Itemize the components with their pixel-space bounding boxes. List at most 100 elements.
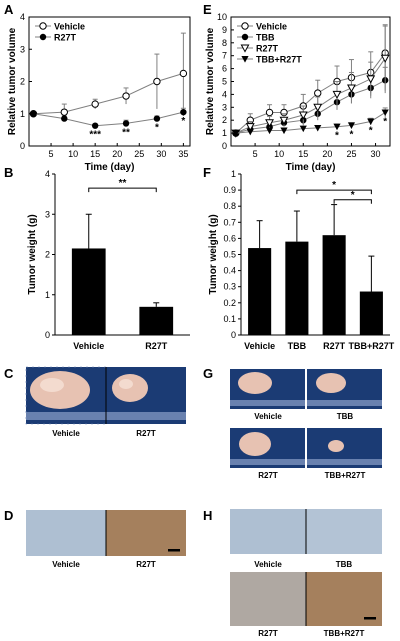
- chart-e-ytick-label: 10: [217, 12, 227, 22]
- chart-e-ytick-label: 5: [222, 77, 227, 87]
- chart-a-significance-star: *: [155, 123, 159, 134]
- ihc-h-r27t: [230, 572, 306, 626]
- chart-e-data-point: [299, 125, 307, 133]
- tumor-c-r27t-highlight: [119, 379, 133, 389]
- chart-b-ytick-label: 2: [45, 250, 50, 260]
- chart-e-legend-marker: [241, 22, 249, 30]
- chart-a-legend-label: R27T: [54, 33, 77, 43]
- chart-a-legend-marker: [39, 33, 47, 41]
- ihc-d-r27t: [106, 510, 186, 556]
- chart-e-xtick-label: 10: [274, 149, 284, 159]
- chart-a-xtick-label: 20: [112, 149, 122, 159]
- chart-e-legend-label: R27T: [256, 44, 279, 54]
- chart-a-data-point: [122, 92, 130, 100]
- chart-b-category-label: R27T: [145, 341, 168, 351]
- ruler-g-combo: [307, 459, 382, 465]
- ruler-g-r27t: [230, 459, 305, 465]
- chart-b-ytick-label: 3: [45, 209, 50, 219]
- chart-e-ytick-label: 8: [222, 38, 227, 48]
- ihc-panel-h: Vehicle TBB R27T TBB+R27T: [230, 509, 382, 638]
- chart-a-xtick-label: 10: [68, 149, 78, 159]
- panel-label-a: A: [4, 2, 14, 17]
- panel-label-g: G: [203, 366, 213, 381]
- panel-label-d: D: [4, 508, 13, 523]
- chart-a-xtick-label: 5: [49, 149, 54, 159]
- chart-a-data-point: [153, 115, 161, 122]
- ihc-d-label-r27t: R27T: [136, 560, 156, 569]
- chart-e-ytick-label: 3: [222, 102, 227, 112]
- chart-a-xtick-label: 30: [156, 149, 166, 159]
- chart-a-data-point: [60, 108, 68, 116]
- chart-e-data-point: [367, 118, 375, 126]
- chart-e-data-point: [333, 123, 341, 131]
- chart-a-series-line: [33, 72, 184, 115]
- photo-g-label-vehicle: Vehicle: [254, 412, 282, 421]
- chart-e-series-line: [235, 58, 386, 134]
- chart-e-data-point: [332, 90, 342, 100]
- chart-e-legend-marker: [241, 56, 249, 63]
- chart-b-ytick-label: 0: [45, 330, 50, 340]
- chart-e-ytick-label: 1: [222, 128, 227, 138]
- chart-b-ytick-label: 1: [45, 290, 50, 300]
- chart-e-ytick-label: 0: [222, 141, 227, 151]
- ruler-c-r27t: [106, 412, 186, 420]
- panel-label-c: C: [4, 366, 14, 381]
- chart-f-category-label: Vehicle: [244, 341, 275, 351]
- chart-e-data-point: [246, 128, 254, 136]
- ruler-c-vehicle: [26, 412, 106, 420]
- chart-e-ytick-label: 4: [222, 89, 227, 99]
- chart-e-data-point: [314, 89, 322, 97]
- chart-a-data-point: [180, 108, 187, 116]
- ruler-g-vehicle: [230, 400, 305, 406]
- ihc-h-tbb: [306, 509, 382, 554]
- chart-e-x-axis-label: Time (day): [286, 162, 336, 173]
- chart-a-ytick-label: 3: [20, 44, 25, 54]
- panel-label-h: H: [203, 508, 212, 523]
- chart-b-ytick-label: 4: [45, 169, 50, 179]
- tumor-g-tbb: [316, 373, 346, 393]
- ihc-panel-d: Vehicle R27T: [26, 510, 186, 569]
- chart-a-legend-marker: [39, 22, 47, 30]
- chart-a-ytick-label: 0: [20, 141, 25, 151]
- photo-g-label-tbb: TBB: [337, 412, 354, 421]
- ihc-h-label-vehicle: Vehicle: [254, 560, 282, 569]
- chart-e-series-line: [235, 52, 386, 134]
- chart-f-ytick-label: 0.8: [223, 201, 236, 211]
- chart-a-x-axis-label: Time (day): [85, 162, 135, 173]
- chart-e-significance-star: *: [335, 131, 339, 142]
- chart-e-data-point: [245, 123, 255, 132]
- chart-e-ytick-label: 9: [222, 25, 227, 35]
- chart-e-legend-label: TBB+R27T: [256, 55, 302, 65]
- ihc-d-label-vehicle: Vehicle: [52, 560, 80, 569]
- chart-e-data-point: [265, 127, 274, 135]
- line-chart-a: 5 10 15 20 25 30 35 0 1 2 3 4 Time (day) Relative tum…: [7, 12, 191, 173]
- tumor-g-combo: [328, 440, 344, 452]
- ihc-d-vehicle: [26, 510, 106, 556]
- chart-e-significance-star: *: [383, 116, 387, 127]
- chart-b-significance-bracket: [88, 187, 157, 193]
- chart-e-legend-marker: [240, 44, 250, 53]
- chart-f-ytick-label: 0: [231, 330, 236, 340]
- chart-a-y-axis-label: Relative tumor volume: [7, 27, 18, 135]
- ruler-g-tbb: [307, 400, 382, 406]
- chart-f-significance-star: *: [351, 190, 355, 201]
- chart-e-xtick-label: 15: [298, 149, 308, 159]
- chart-e-data-point: [280, 127, 288, 135]
- chart-e-y-axis-label: Relative tumor volume: [205, 27, 216, 135]
- chart-e-ytick-label: 7: [222, 51, 227, 61]
- chart-f-bar: [359, 291, 383, 335]
- chart-f-ytick-label: 0.3: [223, 282, 236, 292]
- panel-label-f: F: [203, 165, 211, 180]
- chart-e-significance-star: *: [350, 129, 354, 140]
- chart-e-data-point: [347, 122, 356, 129]
- chart-f-category-label: TBB: [288, 341, 307, 351]
- chart-e-data-point: [314, 124, 322, 132]
- chart-a-significance-star: *: [181, 116, 185, 127]
- bar-chart-f: 0 0.1 0.2 0.3 0.4 0.5 0.6 0.7 0.8 0.9 1 Tumor weigh…: [208, 169, 395, 351]
- chart-f-significance-bracket: [296, 189, 372, 195]
- chart-f-ytick-label: 0.2: [223, 298, 236, 308]
- chart-e-data-point: [265, 119, 274, 128]
- chart-f-bar: [285, 241, 309, 335]
- chart-f-ytick-label: 0.5: [223, 250, 236, 260]
- chart-f-ytick-label: 0.6: [223, 233, 236, 243]
